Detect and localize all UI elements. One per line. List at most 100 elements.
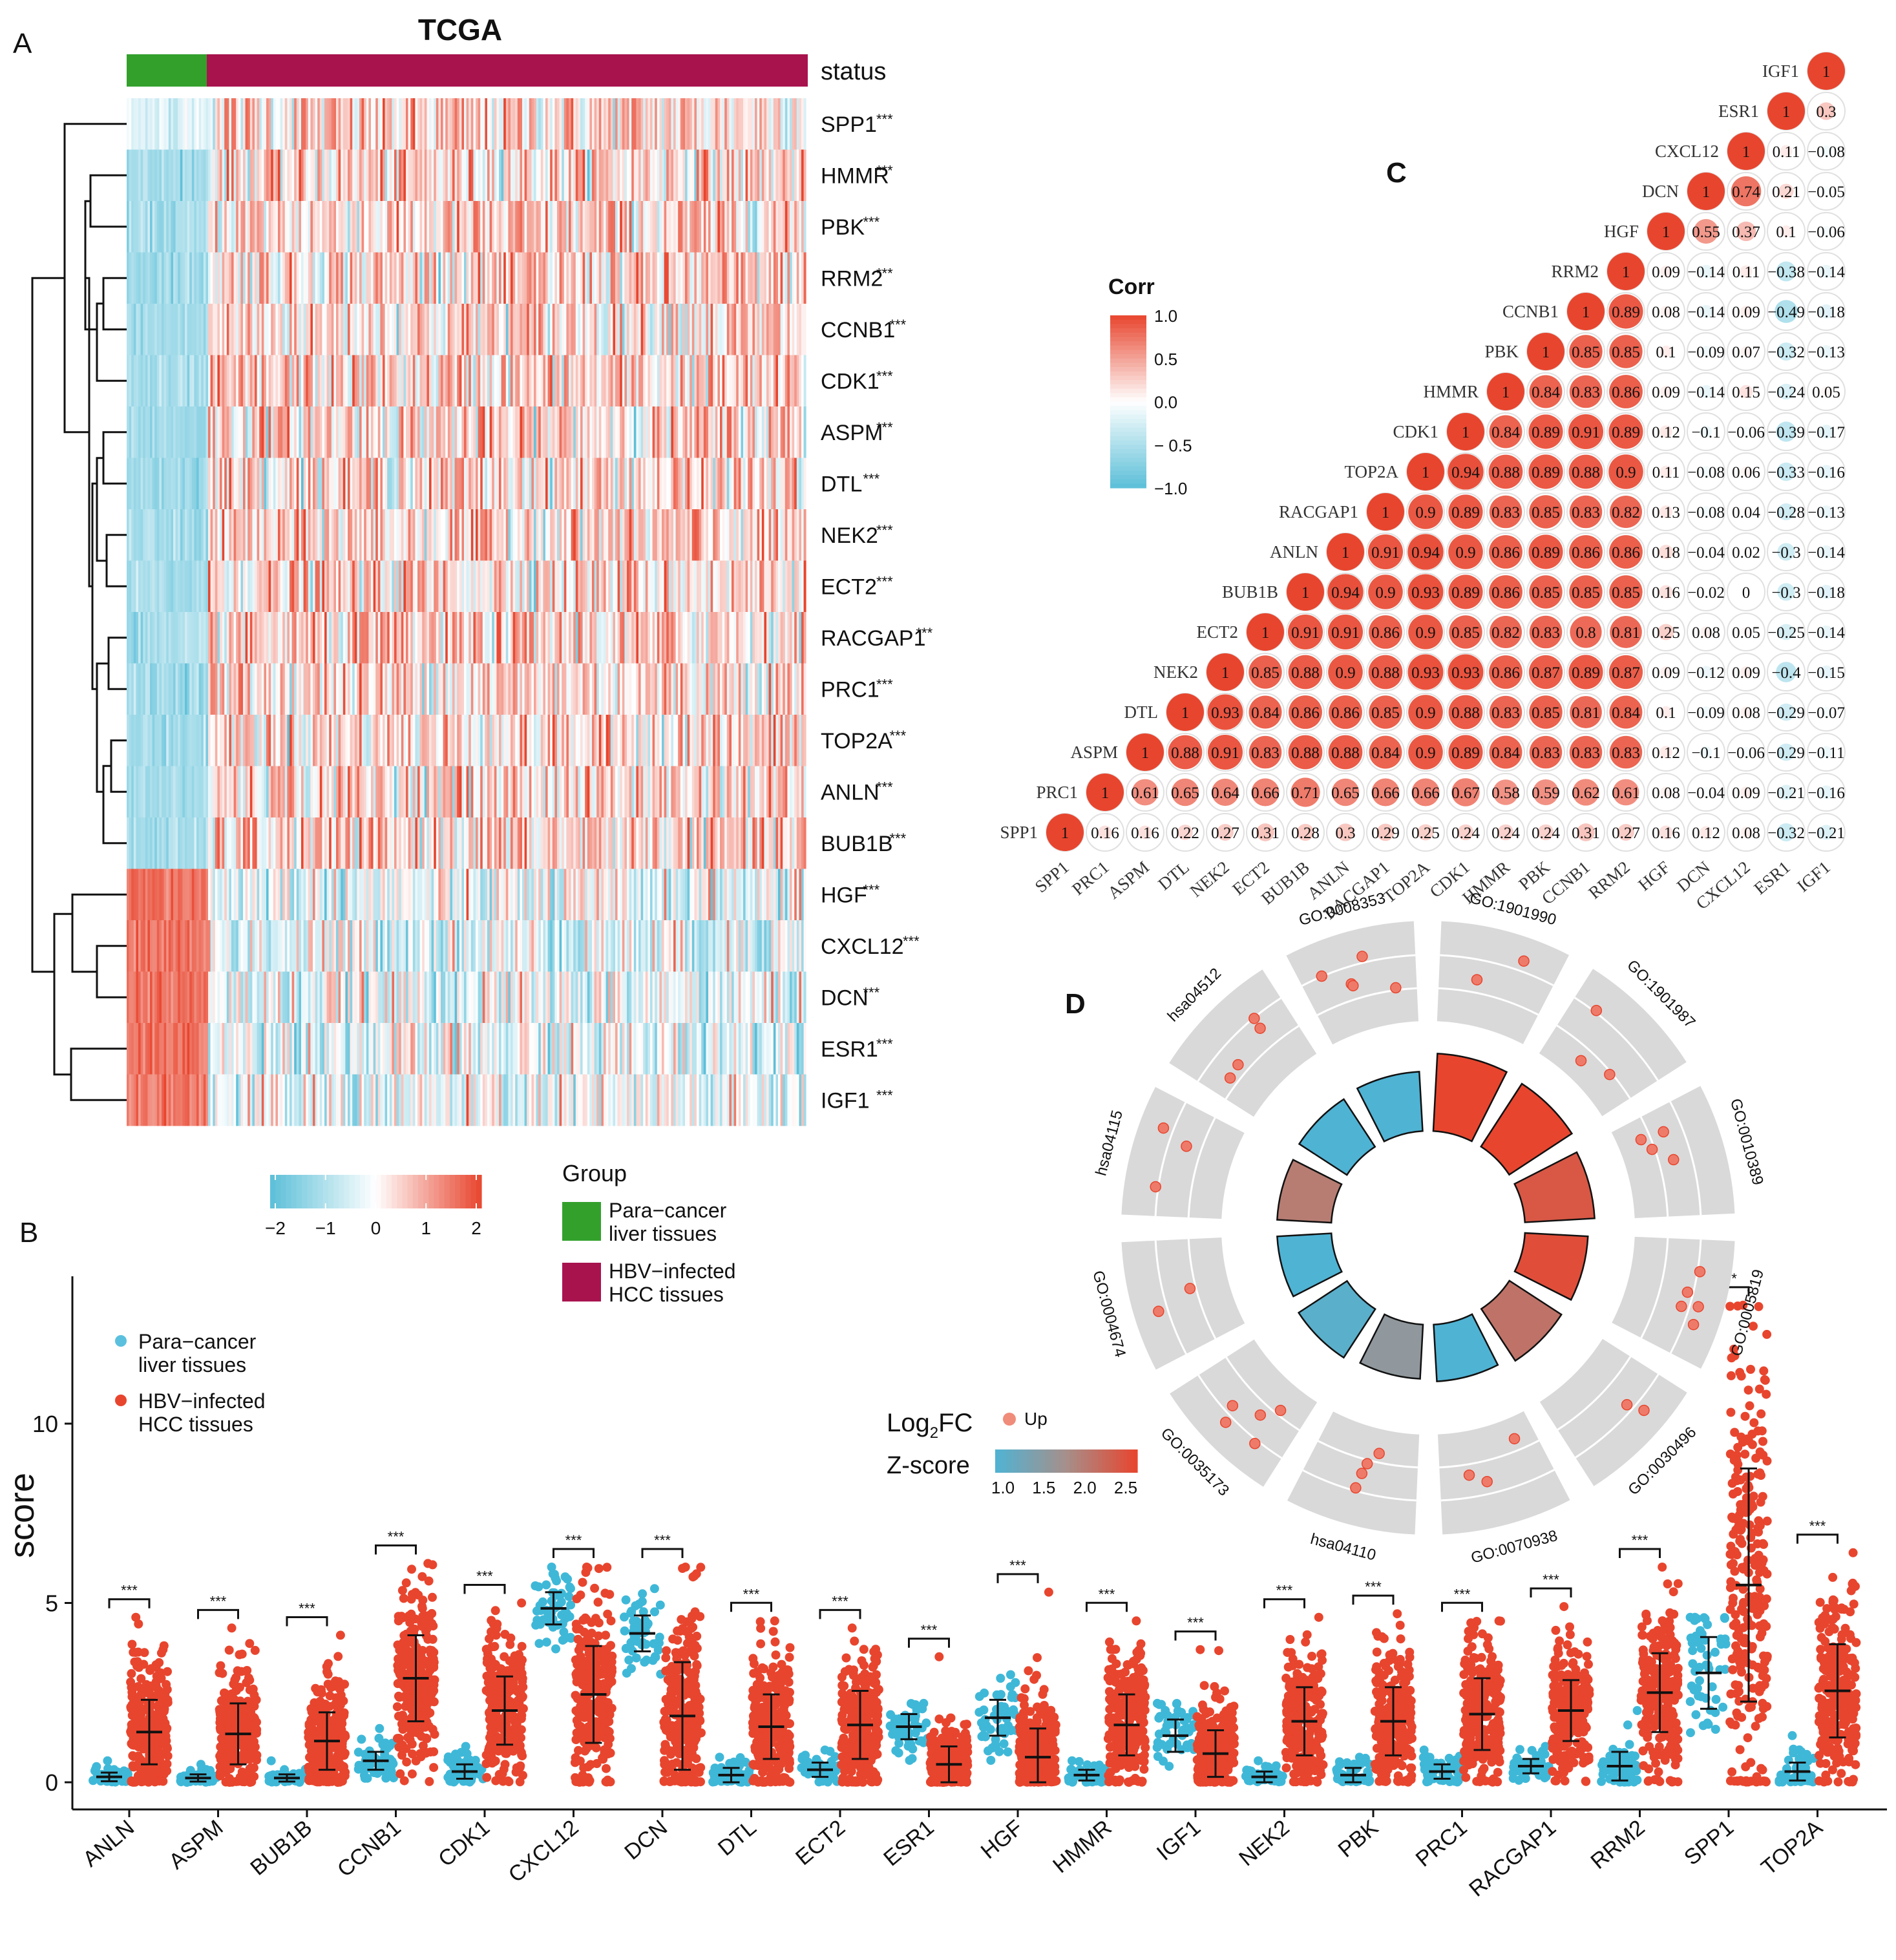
heatmap-cell [264,406,267,458]
heatmap-cell [710,149,713,202]
heatmap-cell [220,612,222,664]
heatmap-cell [638,406,641,458]
heatmap-row-dcn [127,971,806,1024]
heatmap-cell [524,201,527,253]
heatmap-cell [573,509,576,561]
heatmap-cell [194,817,197,869]
heatmap-cell [205,560,209,613]
heatmap-cell [203,560,206,613]
heatmap-cell [399,560,402,613]
heatmap-cell [301,612,304,664]
heatmap-cell [150,252,153,304]
heatmap-cell [205,458,209,510]
heatmap-cell [761,406,764,458]
heatmap-cell [384,663,388,715]
heatmap-cell [662,715,664,766]
heatmap-cell [189,149,193,202]
heatmap-cell [745,715,748,766]
heatmap-cell [271,406,274,458]
heatmap-cell [129,355,132,407]
heatmap-cell [336,612,339,664]
heatmap-cell [210,304,213,355]
heatmap-cell [750,98,753,150]
heatmap-cell [394,612,397,664]
heatmap-cell [333,98,337,150]
heatmap-cell [690,612,693,664]
heatmap-cell [633,458,637,510]
heatmap-cell [389,560,392,613]
heatmap-cell [615,201,618,253]
heatmap-cell [773,817,776,869]
heatmap-cell [236,252,239,304]
heatmap-cell [473,98,476,150]
heatmap-cell [598,920,602,972]
heatmap-cell [364,715,367,766]
heatmap-cell [336,509,339,561]
heatmap-cell [182,304,185,355]
heatmap-cell [620,869,623,921]
heatmap-cell [729,817,732,869]
heatmap-cell [761,98,764,150]
heatmap-cell [783,406,786,458]
heatmap-cell [454,304,458,355]
heatmap-cell [778,149,781,202]
heatmap-cell [732,252,734,304]
heatmap-cell [306,252,309,304]
heatmap-cell [585,663,588,715]
heatmap-cell [403,817,406,869]
heatmap-cell [394,406,397,458]
heatmap-cell [203,149,206,202]
heatmap-cell [175,766,178,818]
heatmap-cell [720,663,722,715]
heatmap-cell [403,252,406,304]
heatmap-cell [364,869,367,921]
heatmap-cell [140,869,143,921]
heatmap-cell [505,252,509,304]
heatmap-cell [245,817,248,869]
heatmap-cell [178,252,181,304]
heatmap-cell [389,509,392,561]
heatmap-cell [427,304,430,355]
heatmap-cell [710,406,713,458]
heatmap-cell [322,920,325,972]
heatmap-cell [678,869,681,921]
heatmap-cell [671,355,674,407]
heatmap-cell [487,612,490,664]
panel-a-label: A [13,28,32,59]
heatmap-cell [410,98,414,150]
heatmap-cell [522,98,525,150]
heatmap-cell [594,817,597,869]
heatmap-cell [678,201,681,253]
heatmap-cell [585,304,588,355]
heatmap-cell [178,458,181,510]
heatmap-cell [557,458,560,510]
heatmap-cell [322,612,325,664]
heatmap-cell [629,355,632,407]
heatmap-cell [280,98,283,150]
heatmap-cell [431,304,434,355]
heatmap-cell [152,98,155,150]
heatmap-cell [282,458,286,510]
heatmap-cell [406,560,408,613]
heatmap-cell [610,201,613,253]
heatmap-cell [708,304,711,355]
heatmap-cell [589,304,593,355]
heatmap-cell [326,458,330,510]
heatmap-cell [508,715,511,766]
heatmap-cell [438,920,441,972]
heatmap-cell [622,406,625,458]
heatmap-cell [629,560,632,613]
heatmap-cell [715,869,718,921]
heatmap-cell [175,715,178,766]
heatmap-cell [131,663,134,715]
heatmap-cell [487,98,490,150]
heatmap-cell [480,458,483,510]
heatmap-cell [178,201,181,253]
heatmap-cell [322,715,325,766]
heatmap-cell [290,252,292,304]
heatmap-cell [724,715,728,766]
heatmap-cell [229,612,232,664]
heatmap-cell [422,869,425,921]
heatmap-cell [401,817,404,869]
heatmap-cell [187,560,190,613]
